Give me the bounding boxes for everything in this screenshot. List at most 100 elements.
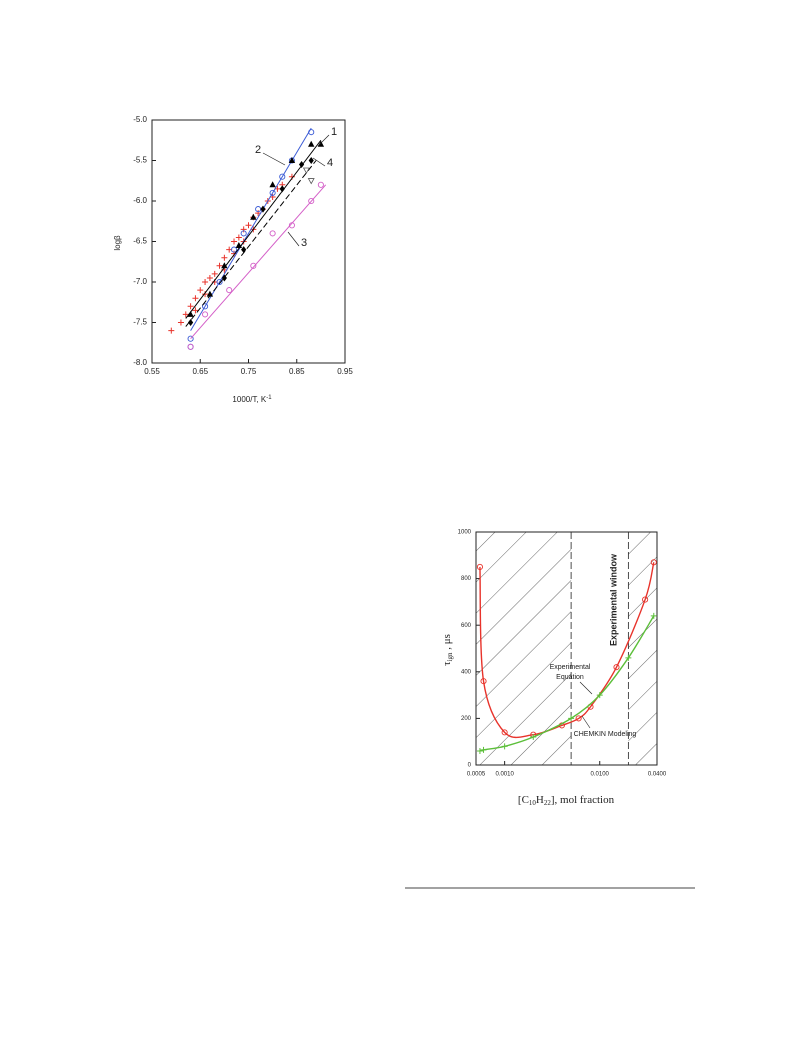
- marker-plus: [187, 303, 194, 310]
- marker-plus: [202, 291, 209, 298]
- y-label-part: ign: [446, 652, 454, 661]
- x-tick-label: 0.65: [192, 367, 208, 376]
- x-axis-label: [C10H22], mol fraction: [518, 794, 615, 807]
- y-tick-label: 400: [461, 669, 472, 675]
- annotation-arrow: [317, 134, 330, 147]
- annotation: CHEMKIN Modeling: [574, 731, 637, 738]
- y-tick-label: 200: [461, 716, 472, 722]
- plot-frame: [475, 531, 658, 766]
- annotation: 2: [255, 144, 261, 156]
- y-label-part: , μs: [441, 634, 453, 652]
- x-tick-label: 0.0005: [467, 772, 486, 778]
- marker-circle: [501, 729, 508, 736]
- annotation: Experimental: [550, 664, 591, 671]
- x-tick-label: 0.95: [337, 367, 353, 376]
- y-tick-label: 0: [468, 763, 472, 769]
- y-axis-label: logβ: [113, 235, 122, 251]
- marker-circle: [187, 343, 194, 350]
- marker-circle: [250, 262, 257, 269]
- y-tick-label: -7.5: [133, 318, 147, 327]
- marker-diamond: [279, 185, 285, 193]
- marker-circle: [476, 563, 483, 571]
- marker-inverted-triangle: [307, 178, 315, 185]
- marker-circle: [308, 197, 315, 205]
- annotation: Equation: [556, 674, 584, 681]
- marker-circle: [226, 287, 233, 294]
- marker-triangle: [206, 290, 214, 297]
- marker-plus: [501, 743, 508, 750]
- y-tick-label: -6.0: [133, 196, 147, 205]
- marker-plus: [625, 654, 632, 661]
- marker-circle: [202, 303, 209, 310]
- x-tick-label: 0.0100: [591, 772, 610, 778]
- marker-triangle: [288, 157, 296, 163]
- annotation-arrow: [579, 681, 593, 695]
- y-axis-label: τign , μs: [441, 634, 454, 666]
- marker-circle: [613, 664, 620, 671]
- marker-circle: [650, 559, 657, 566]
- annotation: Experimental window: [608, 553, 618, 646]
- x-tick-label: 0.75: [241, 367, 257, 376]
- marker-diamond: [260, 205, 266, 213]
- marker-plus: [177, 319, 184, 326]
- marker-triangle: [269, 181, 276, 188]
- x-label-part: 1000/T, K: [232, 395, 266, 404]
- marker-plus: [182, 311, 189, 318]
- hatch-left: [476, 532, 572, 765]
- marker-inverted-triangle: [302, 167, 310, 174]
- marker-plus: [202, 279, 209, 285]
- marker-circle: [240, 230, 247, 237]
- fit-line: [190, 127, 312, 331]
- x-axis-label: 1000/T, K-1: [232, 395, 272, 405]
- x-tick-label: 0.0010: [495, 772, 514, 778]
- curve: [479, 562, 655, 739]
- x-label-sup: -1: [266, 395, 272, 401]
- marker-diamond: [188, 319, 194, 326]
- annotation-arrow: [287, 231, 300, 247]
- marker-plus: [216, 262, 223, 269]
- marker-plus: [192, 295, 199, 302]
- y-tick-label: -5.0: [133, 115, 147, 124]
- y-label-part: τ: [441, 661, 453, 666]
- marker-plus: [235, 234, 242, 241]
- annotation: 3: [301, 237, 307, 249]
- y-tick-label: 600: [461, 623, 472, 629]
- marker-circle: [269, 230, 276, 237]
- y-tick-label: -5.5: [133, 156, 147, 165]
- fit-line: [185, 160, 317, 327]
- y-tick-label: 800: [461, 576, 472, 582]
- marker-plus: [245, 222, 252, 229]
- marker-triangle: [250, 213, 257, 220]
- fit-line: [185, 139, 322, 319]
- marker-triangle: [317, 140, 325, 147]
- marker-circle: [269, 189, 276, 196]
- marker-plus: [530, 734, 537, 741]
- x-tick-label: 0.0400: [648, 772, 667, 778]
- plot-frame: [151, 119, 346, 364]
- annotation-arrow: [581, 715, 591, 729]
- marker-circle: [202, 311, 209, 318]
- marker-diamond: [308, 157, 314, 164]
- x-label-part: [C: [518, 794, 529, 806]
- marker-circle: [575, 715, 582, 722]
- marker-circle: [480, 678, 487, 685]
- marker-plus: [240, 226, 247, 233]
- y-tick-label: 1000: [458, 530, 472, 536]
- marker-plus: [476, 748, 483, 755]
- y-tick-label: -6.5: [133, 237, 147, 246]
- y-tick-label: -7.0: [133, 277, 147, 286]
- marker-triangle: [221, 262, 228, 269]
- annotation: 4: [327, 157, 333, 169]
- x-label-part: 22: [544, 799, 552, 807]
- x-tick-label: 0.85: [289, 367, 305, 376]
- marker-circle: [642, 596, 649, 603]
- annotation-arrow: [262, 152, 286, 166]
- marker-triangle: [187, 310, 194, 317]
- marker-triangle: [308, 140, 315, 147]
- marker-plus: [231, 238, 238, 245]
- marker-plus: [192, 307, 199, 314]
- marker-plus: [197, 287, 204, 294]
- marker-plus: [596, 692, 603, 699]
